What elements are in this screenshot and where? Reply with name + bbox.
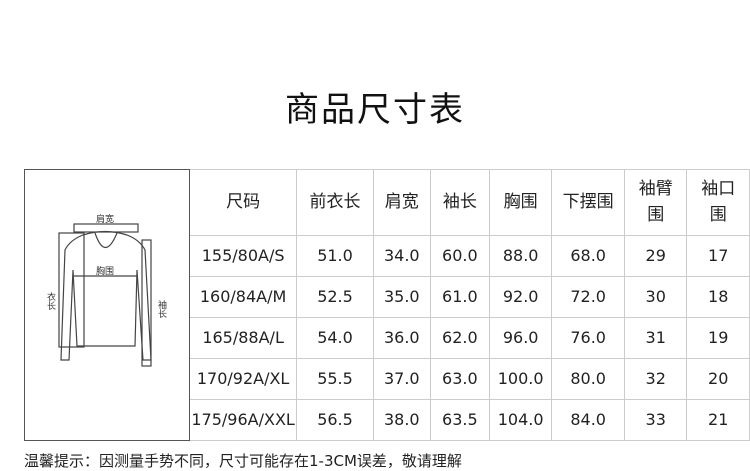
cell: 38.0 [372,398,431,442]
cell: 52.5 [296,275,374,318]
cell: 37.0 [372,357,431,400]
cell: 32 [623,357,688,400]
cell: 76.0 [551,316,625,359]
cell: 92.0 [488,275,553,318]
cell: 84.0 [551,398,625,442]
cell: 31 [623,316,688,359]
cell: 35.0 [372,275,431,318]
cell: 63.5 [429,398,490,442]
header-size: 尺码 [188,169,298,236]
table-row: 160/84A/M 52.5 35.0 61.0 92.0 72.0 30 18 [25,275,750,318]
cell: 165/88A/L [188,316,298,359]
cell: 17 [686,234,750,277]
header-shoulder: 肩宽 [372,169,431,236]
cell: 155/80A/S [188,234,298,277]
table-row: 155/80A/S 51.0 34.0 60.0 88.0 68.0 29 17 [25,234,750,277]
page-title: 商品尺寸表 [285,90,465,130]
cell: 51.0 [296,234,374,277]
cell: 100.0 [488,357,553,400]
cell: 160/84A/M [188,275,298,318]
cell: 21 [686,398,750,442]
table-row: 165/88A/L 54.0 36.0 62.0 96.0 76.0 31 19 [25,316,750,359]
table-row: 170/92A/XL 55.5 37.0 63.0 100.0 80.0 32 20 [25,357,750,400]
cell: 34.0 [372,234,431,277]
cell: 63.0 [429,357,490,400]
table-row: 175/96A/XXL 56.5 38.0 63.5 104.0 84.0 33 21 [25,398,750,442]
cell: 88.0 [488,234,553,277]
shoulder-label: 肩宽 [96,213,114,225]
chest-label: 胸围 [96,265,114,277]
cell: 54.0 [296,316,374,359]
header-cuff: 袖口围 [686,169,750,236]
header-hem: 下摆围 [551,169,625,236]
cell: 96.0 [488,316,553,359]
cell: 33 [623,398,688,442]
cell: 18 [686,275,750,318]
cell: 170/92A/XL [188,357,298,400]
cell: 36.0 [372,316,431,359]
header-chest: 胸围 [488,169,553,236]
cell: 80.0 [551,357,625,400]
header-front-length: 前衣长 [296,169,374,236]
cell: 60.0 [429,234,490,277]
cell: 56.5 [296,398,374,442]
size-table: 肩宽 胸围 衣长 袖长 尺码 前衣长 肩宽 袖长 胸围 下摆围 袖臂围 袖口围 … [24,169,750,442]
cell: 104.0 [488,398,553,442]
cell: 30 [623,275,688,318]
table-header: 肩宽 胸围 衣长 袖长 尺码 前衣长 肩宽 袖长 胸围 下摆围 袖臂围 袖口围 [24,169,750,441]
cell: 29 [623,234,688,277]
cell: 19 [686,316,750,359]
header-arm: 袖臂围 [623,169,688,236]
sweater-icon: 肩宽 胸围 衣长 袖长 [45,213,167,367]
sweater-diagram: 肩宽 胸围 衣长 袖长 [24,169,190,441]
measurement-note: 温馨提示：因测量手势不同，尺寸可能存在1-3CM误差，敬请理解 [24,452,462,470]
sleeve-label: 袖长 [156,299,167,319]
cell: 72.0 [551,275,625,318]
cell: 68.0 [551,234,625,277]
cell: 62.0 [429,316,490,359]
header-sleeve: 袖长 [429,169,490,236]
cell: 175/96A/XXL [188,398,298,442]
cell: 61.0 [429,275,490,318]
cell: 55.5 [296,357,374,400]
length-label: 衣长 [45,291,56,311]
cell: 20 [686,357,750,400]
